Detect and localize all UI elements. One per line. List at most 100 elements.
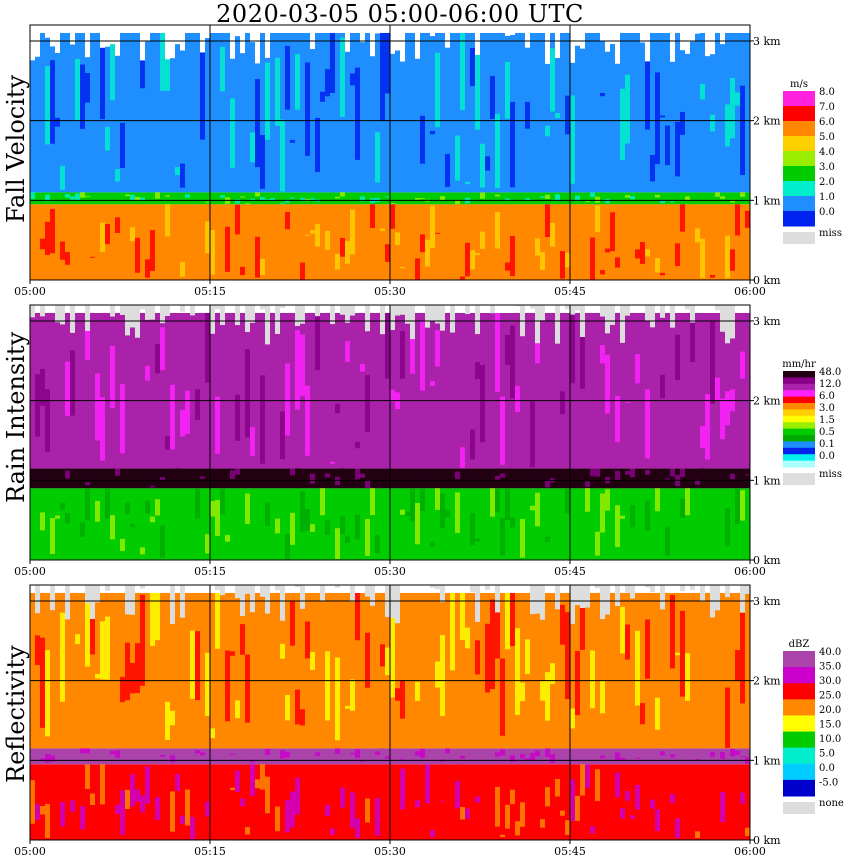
missing-cell bbox=[240, 25, 245, 54]
texture-cell bbox=[280, 119, 285, 192]
texture-cell bbox=[585, 201, 590, 203]
texture-cell bbox=[465, 242, 470, 277]
texture-cell bbox=[145, 259, 150, 278]
texture-cell bbox=[595, 531, 600, 556]
texture-cell bbox=[45, 803, 50, 839]
texture-cell bbox=[135, 196, 140, 201]
texture-cell bbox=[675, 121, 680, 177]
legend-label: none bbox=[819, 798, 844, 809]
texture-cell bbox=[390, 204, 395, 229]
missing-cell bbox=[200, 25, 205, 53]
texture-cell bbox=[355, 818, 360, 838]
texture-cell bbox=[270, 197, 275, 202]
missing-cell bbox=[650, 305, 655, 328]
texture-cell bbox=[565, 756, 570, 758]
texture-cell bbox=[685, 653, 690, 701]
missing-cell bbox=[555, 25, 560, 58]
texture-cell bbox=[40, 806, 45, 815]
missing-cell bbox=[145, 25, 150, 42]
missing-cell bbox=[720, 305, 725, 332]
texture-cell bbox=[745, 210, 750, 228]
missing-cell bbox=[275, 25, 280, 31]
texture-cell bbox=[580, 592, 585, 650]
texture-cell bbox=[485, 623, 490, 693]
texture-cell bbox=[280, 750, 285, 759]
texture-cell bbox=[600, 270, 605, 275]
texture-cell bbox=[515, 385, 520, 413]
missing-cell bbox=[680, 585, 685, 592]
texture-cell bbox=[320, 91, 325, 102]
missing-cell bbox=[365, 305, 370, 332]
texture-cell bbox=[635, 249, 640, 259]
texture-cell bbox=[425, 764, 430, 804]
texture-cell bbox=[625, 624, 630, 660]
missing-cell bbox=[300, 585, 305, 609]
texture-cell bbox=[105, 616, 110, 680]
texture-cell bbox=[640, 703, 645, 725]
texture-cell bbox=[165, 32, 170, 91]
texture-cell bbox=[695, 759, 700, 761]
texture-cell bbox=[155, 192, 160, 199]
texture-cell bbox=[235, 199, 240, 204]
texture-cell bbox=[510, 468, 515, 476]
texture-cell bbox=[525, 639, 530, 674]
texture-cell bbox=[250, 132, 255, 163]
texture-cell bbox=[560, 604, 565, 645]
texture-cell bbox=[105, 224, 110, 245]
texture-cell bbox=[630, 505, 635, 528]
texture-cell bbox=[255, 192, 260, 197]
texture-cell bbox=[605, 198, 610, 204]
texture-cell bbox=[180, 815, 185, 825]
missing-cell bbox=[620, 305, 625, 343]
texture-cell bbox=[525, 758, 530, 761]
texture-cell bbox=[345, 706, 350, 709]
missing-cell bbox=[715, 305, 720, 311]
missing-cell bbox=[175, 25, 180, 45]
legend-label: 6.0 bbox=[819, 391, 835, 402]
texture-cell bbox=[510, 789, 515, 805]
texture-cell bbox=[115, 468, 120, 476]
texture-cell bbox=[285, 484, 290, 489]
missing-cell bbox=[640, 25, 645, 43]
texture-cell bbox=[350, 753, 355, 755]
texture-cell bbox=[315, 312, 320, 371]
y-tick-label: 2 km bbox=[753, 115, 781, 128]
texture-cell bbox=[95, 500, 100, 522]
missing-cell bbox=[55, 25, 60, 53]
legend-swatch bbox=[783, 415, 815, 423]
texture-cell bbox=[725, 508, 730, 547]
texture-cell bbox=[630, 815, 635, 819]
missing-cell bbox=[615, 585, 620, 607]
texture-cell bbox=[50, 755, 55, 762]
texture-cell bbox=[85, 72, 90, 103]
texture-cell bbox=[430, 830, 435, 838]
texture-cell bbox=[300, 709, 305, 726]
texture-cell bbox=[490, 599, 495, 689]
y-tick-label: 1 km bbox=[753, 474, 781, 487]
texture-cell bbox=[650, 475, 655, 487]
x-tick-label: 06:00 bbox=[734, 565, 766, 578]
texture-cell bbox=[730, 77, 735, 139]
texture-cell bbox=[545, 748, 550, 757]
texture-cell bbox=[465, 627, 470, 649]
missing-cell bbox=[275, 305, 280, 335]
texture-cell bbox=[125, 753, 130, 755]
texture-cell bbox=[595, 468, 600, 477]
missing-cell bbox=[330, 25, 335, 32]
texture-cell bbox=[175, 773, 180, 791]
texture-cell bbox=[525, 101, 530, 129]
texture-cell bbox=[80, 806, 85, 830]
texture-cell bbox=[475, 253, 480, 256]
texture-cell bbox=[295, 777, 300, 815]
legend-swatch bbox=[783, 377, 815, 385]
texture-cell bbox=[560, 810, 565, 816]
texture-cell bbox=[275, 57, 280, 126]
texture-cell bbox=[285, 799, 290, 833]
texture-cell bbox=[165, 195, 170, 197]
texture-cell bbox=[495, 212, 500, 249]
texture-cell bbox=[680, 111, 685, 135]
texture-cell bbox=[140, 32, 145, 89]
texture-cell bbox=[180, 409, 185, 437]
texture-cell bbox=[495, 312, 500, 393]
texture-cell bbox=[35, 374, 40, 437]
